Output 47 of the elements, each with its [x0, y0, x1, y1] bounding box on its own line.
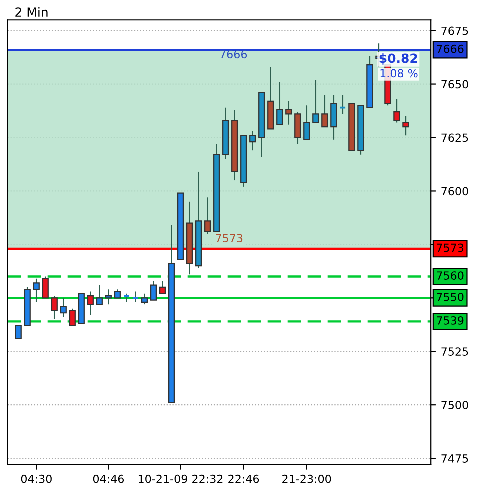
candlestick: [304, 104, 310, 141]
candlestick: [42, 276, 49, 299]
candlestick: [312, 79, 320, 124]
candlestick: [87, 291, 94, 316]
x-tick-label: 04:30: [21, 474, 52, 484]
candlestick: [150, 280, 157, 301]
candlestick: [69, 308, 76, 327]
y-tick-label: 7650: [442, 80, 468, 89]
annotation: $0.82: [380, 53, 418, 65]
candlestick: [402, 116, 410, 136]
x-tick-label: 04:46: [93, 474, 124, 484]
candlestick: [394, 98, 400, 124]
candlestick: [96, 284, 103, 306]
ref-line-label: 7550: [437, 292, 464, 302]
annotation: 7573: [216, 234, 243, 243]
candlestick: [322, 94, 328, 128]
candlestick: [33, 278, 40, 304]
ref-line-label: 7666: [437, 44, 464, 54]
x-tick-label: 21-23:00: [282, 474, 332, 484]
chart-title: 2 Min: [16, 7, 48, 17]
y-tick-label: 7625: [442, 134, 468, 142]
candlestick: [105, 288, 112, 306]
y-tick-label: 7675: [442, 26, 468, 36]
x-tick-label: 22:46: [228, 474, 260, 484]
candlestick: [132, 291, 140, 304]
x-tick-label: 10-21-09 22:32: [138, 474, 223, 484]
candlestick: [286, 100, 292, 126]
candlestick: [159, 280, 166, 295]
candlestick: [339, 94, 347, 115]
candlestick: [141, 293, 148, 306]
annotation: 7666: [220, 50, 248, 59]
annotation: 1.08 %: [380, 69, 418, 78]
ref-line-label: 7539: [437, 316, 464, 325]
y-tick-label: 7600: [442, 187, 468, 196]
ref-line-label: 7560: [437, 272, 464, 280]
y-tick-label: 7500: [442, 401, 468, 410]
y-tick-label: 7525: [442, 348, 468, 356]
candlestick: [276, 81, 284, 126]
candlestick: [204, 196, 212, 235]
candlestick: [60, 297, 67, 318]
candlestick: [250, 130, 256, 152]
y-tick-label: 7475: [442, 454, 468, 463]
candlestick: [294, 111, 302, 145]
ref-line-label: 7573: [437, 244, 464, 252]
candlestick: [330, 94, 338, 141]
candlestick: [15, 325, 22, 340]
candlestick: [51, 295, 58, 320]
